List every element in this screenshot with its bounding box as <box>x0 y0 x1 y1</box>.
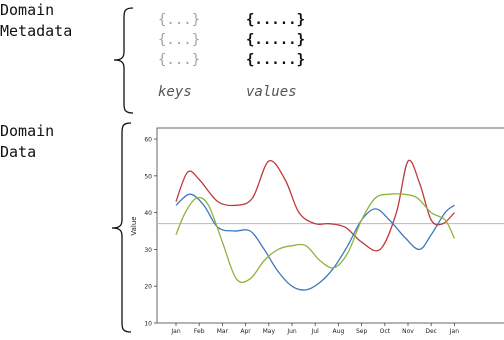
value-token: {.....} <box>246 12 305 28</box>
y-tick-label: 10 <box>144 321 152 328</box>
y-tick-label: 40 <box>144 210 152 217</box>
key-token: {...} <box>158 52 200 68</box>
x-tick-label: Mar <box>217 328 229 335</box>
x-tick-label: Apr <box>240 328 251 335</box>
metadata-label-line2: Metadata <box>0 22 72 40</box>
x-tick-label: Oct <box>380 328 391 335</box>
data-label-line1: Domain <box>0 122 54 140</box>
data-brace <box>111 122 132 333</box>
y-tick-label: 20 <box>144 284 152 291</box>
series-line-green <box>175 193 455 283</box>
y-axis-label: Value <box>130 216 138 235</box>
line-chart: 10 20 30 40 50 60 Jan Feb Mar Apr May Jun Jul Aug Sep… <box>130 127 504 335</box>
x-tick-label: Jul <box>311 328 320 335</box>
value-token: {.....} <box>246 52 305 68</box>
x-tick-label: Jan <box>449 328 459 335</box>
x-tick-label: Nov <box>402 328 414 335</box>
x-tick-label: Dec <box>425 328 437 335</box>
y-tick-label: 60 <box>144 137 152 144</box>
series-line-red <box>175 159 455 252</box>
x-tick-label: Jun <box>286 328 297 335</box>
key-token: {...} <box>158 32 200 48</box>
series-line-blue <box>175 193 455 291</box>
key-token: {...} <box>158 12 200 28</box>
x-tick-label: Aug <box>333 328 345 335</box>
x-tick-label: May <box>263 328 276 335</box>
y-tick-label: 50 <box>144 173 152 180</box>
x-tick-label: Feb <box>194 328 205 335</box>
x-tick-label: Sep <box>356 328 368 335</box>
metadata-brace <box>113 7 134 114</box>
x-tick-label: Jan <box>170 328 180 335</box>
value-token: {.....} <box>246 32 305 48</box>
keys-caption: keys <box>158 84 192 100</box>
plot-area <box>156 127 504 324</box>
y-tick-label: 30 <box>144 247 152 254</box>
data-label-line2: Data <box>0 143 36 161</box>
metadata-label-line1: Domain <box>0 1 54 19</box>
values-caption: values <box>246 84 297 100</box>
